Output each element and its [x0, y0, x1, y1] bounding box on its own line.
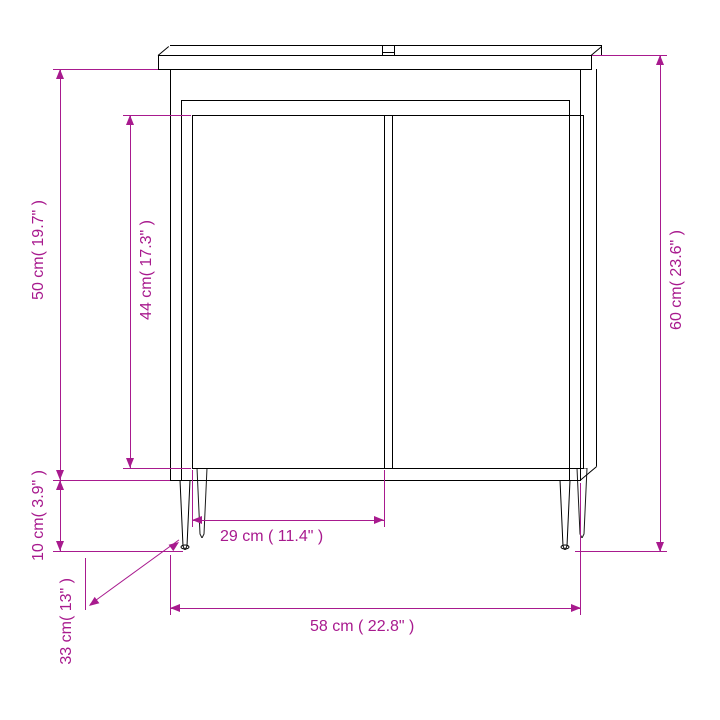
- dim-60-ext-b: [575, 551, 667, 552]
- top-back-edge: [170, 45, 602, 46]
- dim-58-line: [170, 608, 581, 609]
- leg-front-right: [558, 480, 572, 550]
- top-front-bottom: [158, 69, 592, 70]
- dim-10-arr-t: [56, 480, 64, 490]
- leg-back-right: [575, 468, 589, 538]
- dim-29-line: [192, 520, 384, 521]
- door-split-r: [392, 115, 393, 468]
- top-right-edge: [591, 55, 592, 69]
- dim-10-ext-t: [53, 480, 170, 481]
- dim-58-ext-r: [580, 483, 581, 615]
- dim-44-ext-t: [123, 115, 191, 116]
- dim-29-ext-r: [384, 470, 385, 527]
- dim-60-ext-t: [592, 55, 667, 56]
- dim-44-ext-b: [123, 468, 191, 469]
- dim-44-line: [130, 115, 131, 468]
- doors-right-hidden: [583, 115, 584, 468]
- body-bottom: [170, 480, 581, 481]
- body-right-outer: [580, 69, 581, 480]
- top-notch-l: [382, 45, 383, 55]
- body-left-outer: [170, 69, 171, 480]
- dim-44-arr-b: [126, 458, 134, 468]
- dim-29-arr-r: [374, 516, 384, 524]
- top-front-top: [158, 55, 592, 56]
- dim-10-arr-b: [56, 541, 64, 551]
- dim-50-arr-b: [56, 470, 64, 480]
- top-notch-r: [394, 45, 395, 55]
- body-left-inner: [181, 100, 182, 480]
- dim-60-label: 60 cm( 23.6" ): [668, 230, 686, 330]
- leg-front-left: [178, 480, 192, 550]
- dim-50-arr-t: [56, 69, 64, 79]
- leg-back-left: [195, 468, 209, 538]
- dim-10-label: 10 cm( 3.9" ): [30, 470, 48, 561]
- dim-29-arr-l: [192, 516, 202, 524]
- dim-29-ext-l: [192, 470, 193, 527]
- dim-29-label: 29 cm ( 11.4" ): [220, 528, 323, 546]
- doors-left: [192, 115, 193, 468]
- doors-top: [192, 115, 584, 116]
- dim-60-arr-t: [656, 55, 664, 65]
- dim-50-line: [60, 69, 61, 480]
- top-notch-b: [382, 52, 394, 53]
- dim-58-arr-l: [170, 604, 180, 612]
- body-top-edge: [181, 100, 570, 101]
- body-right-inner: [569, 100, 570, 480]
- dimension-diagram: 60 cm( 23.6" ) 50 cm( 19.7" ) 44 cm( 17.…: [0, 0, 720, 720]
- dim-60-line: [660, 55, 661, 552]
- dim-33-line: [90, 539, 180, 604]
- dim-50-ext-t: [53, 69, 158, 70]
- dim-50-label: 50 cm( 19.7" ): [30, 200, 48, 300]
- dim-58-ext-l: [170, 555, 171, 615]
- doors-bottom: [192, 468, 584, 469]
- door-split-l: [384, 115, 385, 468]
- top-left-edge: [158, 55, 159, 69]
- body-right-back: [596, 69, 597, 466]
- dim-33-label: 33 cm( 13" ): [58, 578, 76, 665]
- dim-44-arr-t: [126, 115, 134, 125]
- dim-44-label: 44 cm( 17.3" ): [138, 220, 156, 320]
- dim-58-label: 58 cm ( 22.8" ): [310, 618, 414, 636]
